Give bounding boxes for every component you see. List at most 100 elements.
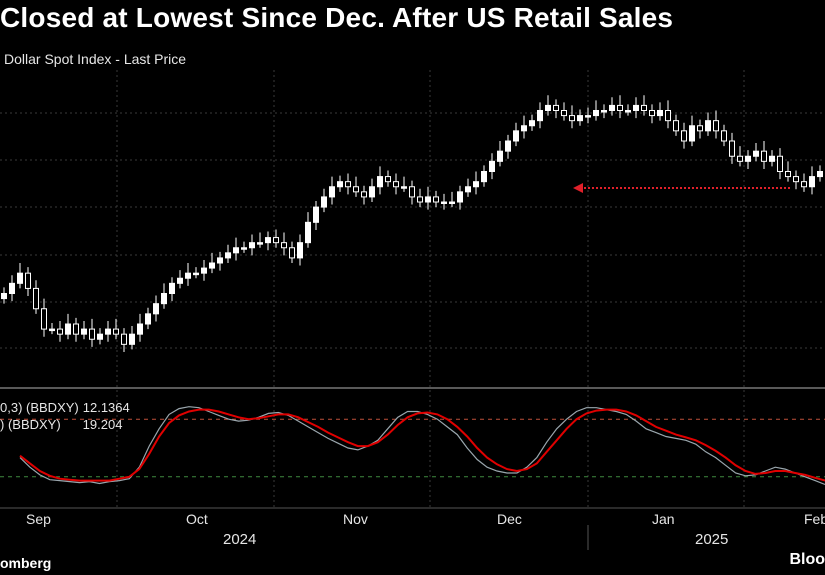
candle-up <box>105 328 111 335</box>
candle-down <box>713 120 719 132</box>
candle-down <box>273 237 279 244</box>
candle-up <box>377 176 383 188</box>
candle-down <box>25 272 31 289</box>
legend-k-label: 0,3) (BBDXY) <box>0 400 79 415</box>
candle-down <box>785 171 791 178</box>
candle-down <box>569 115 575 122</box>
candle-down <box>393 181 399 188</box>
month-label-nov: Nov <box>343 511 368 527</box>
candle-up <box>769 155 775 162</box>
candle-up <box>65 323 71 335</box>
candle-up <box>689 125 695 142</box>
candle-up <box>337 181 343 188</box>
candle-down <box>737 155 743 162</box>
candle-down <box>345 181 351 188</box>
candle-up <box>481 171 487 183</box>
candle-down <box>641 104 647 111</box>
candle-down <box>41 308 47 330</box>
candle-up <box>497 150 503 162</box>
candle-up <box>809 176 815 188</box>
candle-up <box>81 328 87 335</box>
candle-down <box>673 120 679 132</box>
month-label-jan: Jan <box>652 511 675 527</box>
candle-up <box>313 206 319 223</box>
legend-k-value: 12.1364 <box>82 400 130 415</box>
legend-d-value: 19.204 <box>82 417 123 432</box>
candle-down <box>353 186 359 193</box>
candle-down <box>697 125 703 132</box>
candle-down <box>33 287 39 310</box>
candle-down <box>433 196 439 203</box>
candle-up <box>817 171 823 178</box>
candle-up <box>625 110 631 113</box>
candle-up <box>609 104 615 111</box>
month-label-oct: Oct <box>186 511 208 527</box>
candle-up <box>449 201 455 204</box>
candle-up <box>529 120 535 127</box>
candle-down <box>57 328 63 335</box>
candle-up <box>241 247 247 250</box>
brand-logo: Bloo <box>789 551 825 568</box>
month-label-feb: Feb <box>804 511 825 527</box>
candle-up <box>505 140 511 152</box>
candle-up <box>305 221 311 244</box>
candle-up <box>1 293 7 300</box>
source-note: omberg <box>0 555 52 571</box>
candle-down <box>649 110 655 117</box>
candle-down <box>553 104 559 111</box>
candle-down <box>385 176 391 183</box>
candle-up <box>489 160 495 172</box>
candle-down <box>121 333 127 345</box>
candle-down <box>793 176 799 183</box>
year-label-2025: 2025 <box>695 531 729 548</box>
candle-up <box>521 125 527 132</box>
candle-down <box>89 328 95 340</box>
candle-up <box>297 242 303 259</box>
candle-up <box>49 328 55 332</box>
chart-title: Closed at Lowest Since Dec. After US Ret… <box>0 2 674 33</box>
candle-up <box>369 186 375 198</box>
candle-up <box>705 120 711 132</box>
candle-up <box>161 293 167 305</box>
candle-up <box>401 186 407 189</box>
candle-up <box>129 333 135 345</box>
candle-down <box>361 191 367 198</box>
series-line-k <box>19 406 825 486</box>
candle-down <box>281 242 287 249</box>
candle-up <box>473 181 479 188</box>
candle-down <box>289 247 295 259</box>
candle-up <box>201 267 207 274</box>
candle-up <box>441 201 447 204</box>
candle-up <box>601 110 607 113</box>
month-label-sep: Sep <box>26 511 51 527</box>
candle-up <box>465 186 471 193</box>
candle-up <box>97 333 103 340</box>
candle-down <box>729 140 735 157</box>
candle-up <box>177 277 183 284</box>
year-label-2024: 2024 <box>223 531 257 548</box>
candle-up <box>145 313 151 325</box>
candle-up <box>537 110 543 122</box>
candle-up <box>753 150 759 157</box>
candle-down <box>617 104 623 111</box>
candle-up <box>265 237 271 244</box>
legend-k: 0,3) (BBDXY) 12.1364 <box>0 400 130 415</box>
candle-up <box>577 115 583 122</box>
series-line-d <box>19 408 825 482</box>
candle-down <box>113 328 119 335</box>
candle-down <box>801 181 807 188</box>
candle-down <box>681 130 687 142</box>
candle-up <box>217 257 223 264</box>
candle-up <box>593 110 599 117</box>
chart-subtitle: Dollar Spot Index - Last Price <box>4 51 187 67</box>
candle-up <box>209 262 215 269</box>
candle-up <box>249 242 255 249</box>
candle-down <box>777 155 783 172</box>
annotation-arrow-head <box>573 183 583 193</box>
candle-up <box>233 247 239 254</box>
candle-up <box>257 242 263 245</box>
candle-up <box>329 186 335 198</box>
candle-up <box>193 272 199 276</box>
candle-up <box>745 155 751 162</box>
